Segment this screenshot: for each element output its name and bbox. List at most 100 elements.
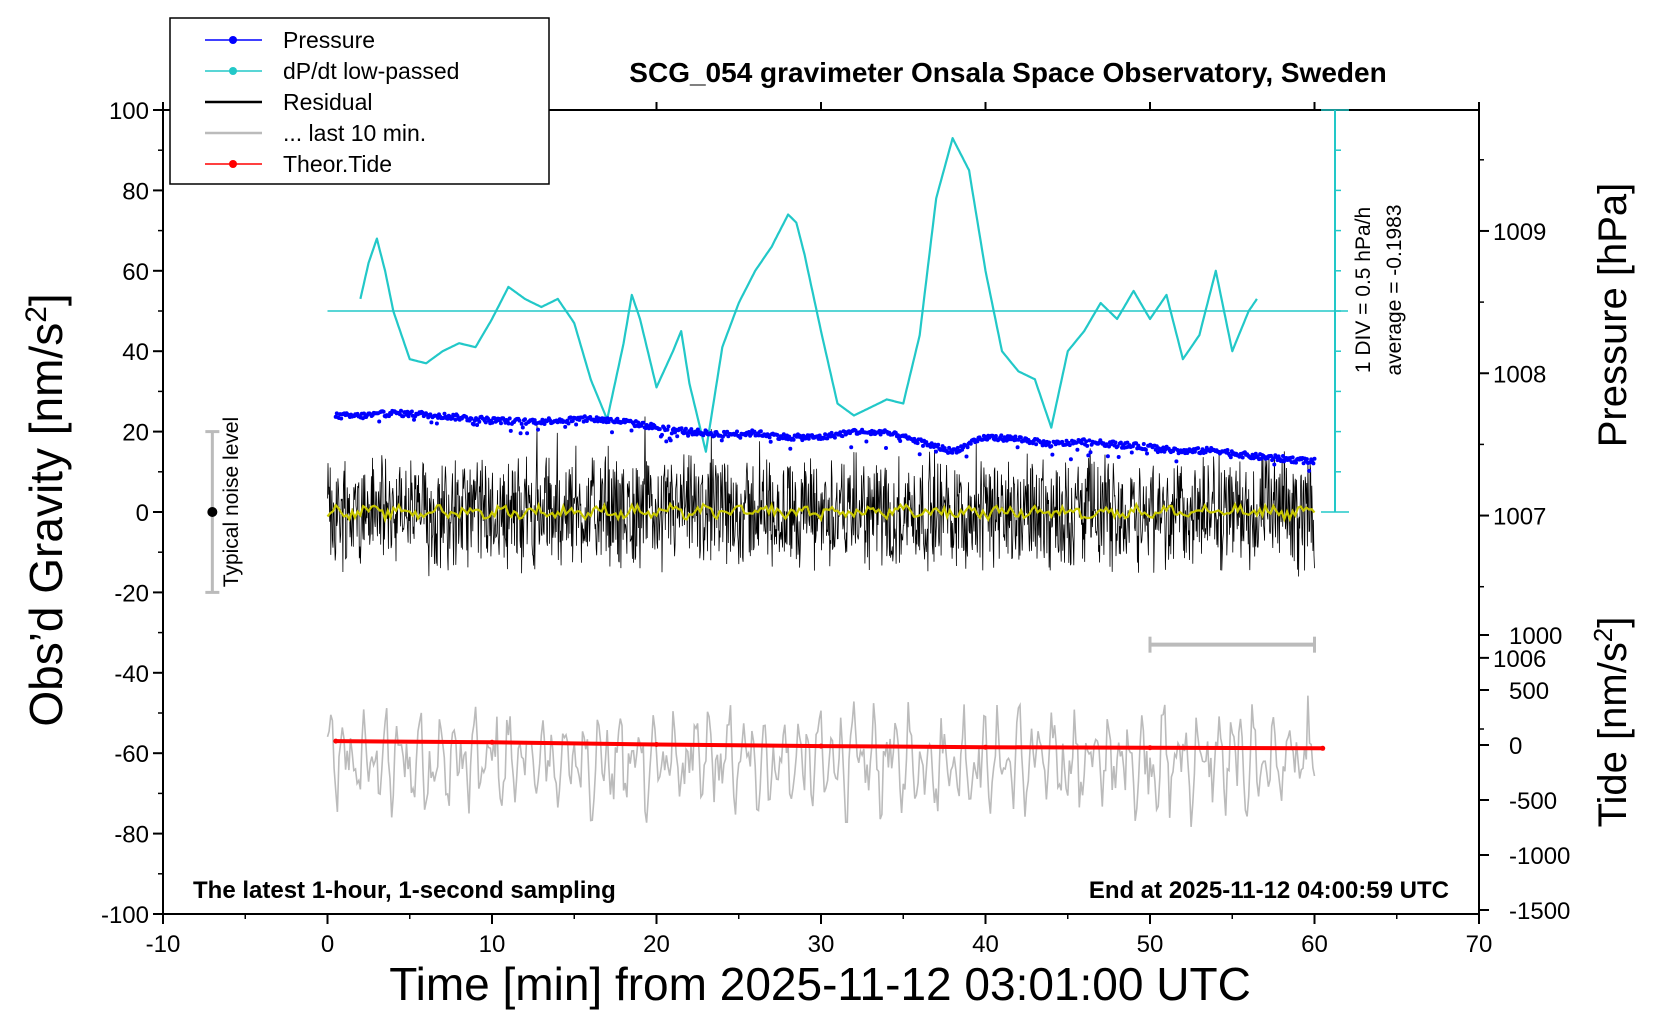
pressure-point: [1060, 439, 1065, 444]
noise-level-bar: [205, 430, 220, 594]
pressure-point: [990, 433, 995, 438]
tide-series: [333, 738, 1326, 751]
x-tick-label: 20: [643, 931, 670, 958]
pressure-point: [735, 429, 739, 434]
y-axis-label-tide: Tide [nm/s2]: [1588, 617, 1635, 828]
note-right: End at 2025-11-12 04:00:59 UTC: [1089, 877, 1449, 904]
pressure-point: [517, 418, 522, 423]
legend-label: dP/dt low-passed: [283, 58, 459, 84]
pressure-point: [806, 436, 811, 441]
pressure-point: [1087, 438, 1092, 443]
y-axis-label-pressure: Pressure [hPa]: [1591, 183, 1635, 448]
pressure-point: [362, 411, 366, 416]
pressure-point: [1174, 459, 1179, 464]
pressure-point: [1018, 435, 1023, 440]
pressure-point: [675, 434, 680, 439]
x-tick-label: 50: [1137, 931, 1164, 958]
legend-label: Residual: [283, 89, 373, 115]
legend-marker: [229, 36, 237, 44]
pressure-point: [1282, 459, 1286, 464]
pressure-point: [1143, 447, 1148, 452]
pressure-point: [1116, 455, 1121, 459]
pressure-point: [825, 436, 830, 441]
pressure-point: [787, 434, 792, 439]
pressure-point: [1113, 440, 1118, 445]
pressure-point: [898, 439, 903, 443]
pressure-point: [1074, 440, 1079, 445]
x-axis-label: Time [min] from 2025-11-12 03:01:00 UTC: [389, 958, 1251, 1010]
tide-tick-label: 0: [1509, 733, 1522, 760]
pressure-point: [936, 442, 941, 447]
pressure-point: [615, 416, 620, 421]
pressure-point: [518, 431, 523, 436]
tide-axis-ticks: 1000 500 0 -500 -1000 -1500: [1479, 623, 1570, 925]
pressure-point: [1013, 434, 1018, 439]
pressure-point: [924, 440, 929, 445]
pressure-tick-label: 1008: [1493, 361, 1546, 388]
last10-series: [326, 695, 1316, 827]
pressure-point: [1050, 452, 1055, 457]
pressure-point: [666, 424, 671, 429]
pressure-point: [1290, 455, 1295, 460]
pressure-point: [738, 435, 743, 440]
pressure-point: [832, 435, 837, 440]
pressure-point: [669, 431, 674, 436]
pressure-point: [660, 432, 664, 437]
residual-line: [327, 416, 1315, 577]
pressure-point: [1015, 445, 1020, 450]
pressure-point: [429, 420, 434, 425]
pressure-point: [399, 408, 403, 413]
pressure-point: [428, 412, 433, 417]
pressure-point: [917, 452, 922, 457]
pressure-point: [566, 421, 571, 426]
pressure-point: [1271, 456, 1276, 461]
pressure-point: [570, 418, 575, 423]
note-left: The latest 1-hour, 1-second sampling: [193, 877, 616, 904]
pressure-point: [849, 445, 854, 450]
tide-tick-label: -500: [1509, 788, 1557, 815]
tide-tick-label: -1500: [1509, 898, 1570, 925]
pressure-point: [823, 432, 828, 437]
tide-tick-label: 500: [1509, 678, 1549, 705]
pressure-point: [1307, 468, 1312, 473]
dpdt-average-label: average = -0.1983: [1383, 204, 1406, 375]
x-axis-ticks: -10 0 10 20 30 40 50 60 70: [146, 102, 1492, 958]
pressure-point: [401, 414, 406, 419]
tide-point: [333, 738, 339, 744]
pressure-point: [719, 438, 724, 443]
tide-tick-label: 1000: [1509, 623, 1562, 650]
pressure-point: [915, 441, 920, 446]
pressure-point: [377, 419, 382, 424]
pressure-point: [450, 416, 455, 421]
pressure-point: [1240, 455, 1245, 460]
pressure-point: [641, 420, 646, 425]
y-axis-label-gravity: Obs’d Gravity [nm/s2]: [20, 293, 72, 726]
pressure-point: [965, 445, 970, 450]
pressure-point: [1084, 439, 1089, 444]
pressure-point: [668, 438, 673, 443]
legend-label: ... last 10 min.: [283, 120, 426, 146]
pressure-axis-ticks: 1006 1007 1008 1009: [1479, 159, 1546, 730]
chart-title: SCG_054 gravimeter Onsala Space Observat…: [629, 57, 1386, 88]
pressure-point: [574, 422, 579, 427]
pressure-point: [610, 430, 614, 435]
pressure-point: [1001, 438, 1006, 443]
pressure-point: [781, 432, 786, 437]
y-tick-label: -40: [114, 661, 149, 688]
tide-line: [335, 739, 1323, 751]
pressure-point: [921, 443, 925, 448]
pressure-point: [896, 433, 900, 438]
pressure-point: [434, 421, 439, 426]
pressure-point: [409, 409, 414, 414]
pressure-point: [964, 454, 969, 459]
pressure-point: [752, 429, 757, 434]
pressure-point: [665, 427, 670, 432]
residual-smoothed-line: [326, 501, 1316, 524]
pressure-point: [542, 422, 547, 426]
legend-marker: [229, 160, 237, 168]
pressure-point: [1049, 444, 1054, 449]
pressure-point: [934, 449, 938, 454]
tide-point: [489, 739, 495, 745]
pressure-point: [492, 416, 497, 421]
pressure-point: [950, 450, 955, 455]
